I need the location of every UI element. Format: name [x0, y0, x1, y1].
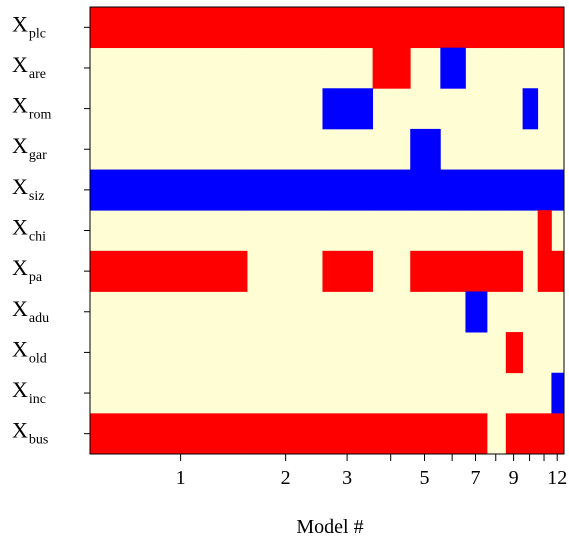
- x-tick-label-9: 9: [509, 467, 519, 489]
- heatmap-cell-bus-model-5: [410, 413, 441, 455]
- heatmap-cell-bus-model-9: [505, 413, 523, 455]
- heatmap-cell-adu-model-7: [465, 291, 488, 333]
- y-tick-label-bus: Xbus: [12, 418, 48, 448]
- heatmap-cell-plc-model-12: [551, 7, 565, 49]
- heatmap-cell-plc-model-6: [440, 7, 466, 49]
- heatmap-cell-plc-model-8: [486, 7, 507, 49]
- heatmap-cell-bus-model-11: [537, 413, 552, 455]
- plot-area: [90, 7, 564, 454]
- x-tick-label-5: 5: [420, 467, 430, 489]
- heatmap-cell-siz-model-9: [505, 169, 523, 211]
- heatmap-cell-plc-model-11: [537, 7, 552, 49]
- heatmap-cell-siz-model-1: [90, 169, 248, 211]
- heatmap-cell-pa-model-3: [322, 250, 374, 292]
- heatmap-cell-pa-model-5: [410, 250, 441, 292]
- heatmap-cell-plc-model-1: [90, 7, 248, 49]
- heatmap-cell-siz-model-4: [372, 169, 411, 211]
- heatmap-cell-pa-model-6: [440, 250, 466, 292]
- y-tick-label-old: Xold: [12, 336, 47, 366]
- x-tick-label-7: 7: [471, 467, 481, 489]
- x-tick-label-3: 3: [342, 467, 352, 489]
- heatmap-cell-siz-model-5: [410, 169, 441, 211]
- heatmap-cell-plc-model-7: [465, 7, 488, 49]
- heatmap-cell-bus-model-7: [465, 413, 488, 455]
- heatmap-cell-plc-model-4: [372, 7, 411, 49]
- y-axis: Xplc Xare Xrom Xgar Xsiz Xchi Xpa Xadu Xold Xinc X…: [12, 11, 90, 448]
- y-tick-label-rom: Xrom: [12, 93, 52, 123]
- heatmap-cells: [90, 7, 565, 455]
- heatmap-cell-old-model-9: [505, 332, 523, 374]
- heatmap-cell-bus-model-10: [522, 413, 539, 455]
- heatmap-cell-pa-model-11: [537, 250, 552, 292]
- y-tick-label-gar: Xgar: [12, 133, 47, 163]
- heatmap-cell-pa-model-12: [551, 250, 565, 292]
- heatmap-cell-plc-model-5: [410, 7, 441, 49]
- heatmap-cell-gar-model-5: [410, 128, 441, 170]
- y-tick-label-pa: Xpa: [12, 255, 43, 285]
- heatmap-cell-siz-model-10: [522, 169, 539, 211]
- heatmap-cell-bus-model-3: [322, 413, 374, 455]
- heatmap-cell-chi-model-11: [537, 210, 552, 252]
- heatmap-cell-are-model-6: [440, 47, 466, 89]
- x-tick-label-1: 1: [176, 467, 186, 489]
- y-tick-label-siz: Xsiz: [12, 174, 44, 204]
- heatmap-cell-pa-model-9: [505, 250, 523, 292]
- heatmap-cell-inc-model-12: [551, 372, 565, 414]
- y-tick-label-are: Xare: [12, 52, 46, 82]
- heatmap-cell-siz-model-3: [322, 169, 374, 211]
- heatmap-cell-siz-model-2: [247, 169, 323, 211]
- y-tick-label-chi: Xchi: [12, 215, 46, 245]
- heatmap-cell-bus-model-4: [372, 413, 411, 455]
- heatmap-cell-bus-model-12: [551, 413, 565, 455]
- heatmap-cell-are-model-4: [372, 47, 411, 89]
- heatmap-cell-bus-model-1: [90, 413, 248, 455]
- heatmap-cell-plc-model-9: [505, 7, 523, 49]
- y-tick-label-plc: Xplc: [12, 11, 46, 41]
- heatmap-cell-siz-model-8: [486, 169, 507, 211]
- heatmap-cell-rom-model-10: [522, 88, 539, 130]
- heatmap-cell-pa-model-1: [90, 250, 248, 292]
- heatmap-cell-siz-model-7: [465, 169, 488, 211]
- heatmap-cell-plc-model-2: [247, 7, 323, 49]
- heatmap-cell-plc-model-10: [522, 7, 539, 49]
- y-tick-label-inc: Xinc: [12, 377, 46, 407]
- x-axis: 1 2 3 5 7 9 12: [176, 453, 567, 489]
- plot-background: [90, 7, 564, 454]
- heatmap-cell-pa-model-8: [486, 250, 507, 292]
- heatmap-cell-pa-model-7: [465, 250, 488, 292]
- heatmap-cell-siz-model-11: [537, 169, 552, 211]
- heatmap-cell-siz-model-6: [440, 169, 466, 211]
- heatmap-cell-bus-model-2: [247, 413, 323, 455]
- y-tick-label-adu: Xadu: [12, 296, 49, 326]
- x-axis-label: Model #: [296, 516, 363, 538]
- heatmap-cell-rom-model-3: [322, 88, 374, 130]
- x-tick-label-12: 12: [547, 467, 567, 489]
- heatmap-cell-siz-model-12: [551, 169, 565, 211]
- heatmap-cell-bus-model-6: [440, 413, 466, 455]
- heatmap-cell-plc-model-3: [322, 7, 374, 49]
- x-tick-label-2: 2: [281, 467, 291, 489]
